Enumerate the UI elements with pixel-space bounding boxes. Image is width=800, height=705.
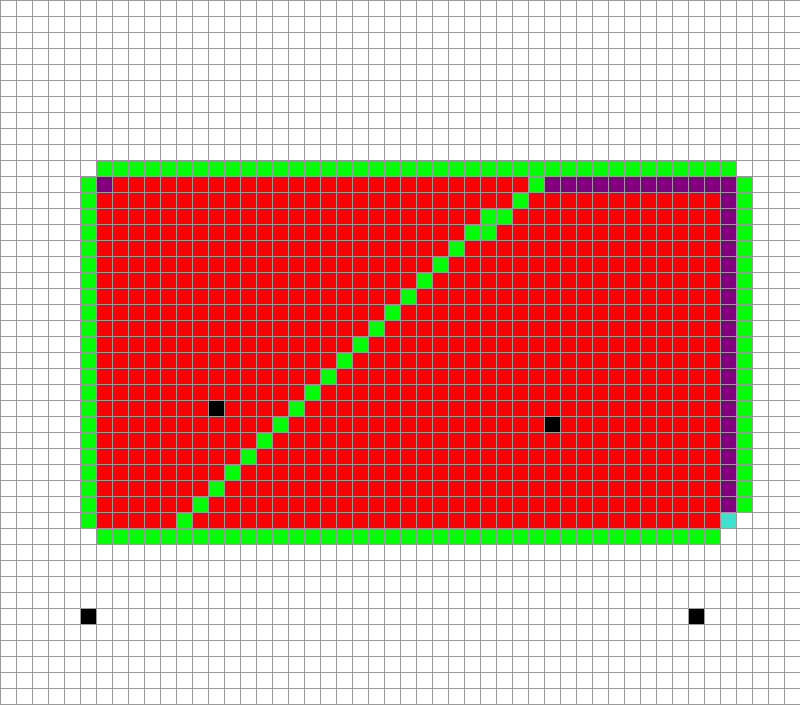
diagonal-cell[interactable] bbox=[240, 448, 256, 464]
diagonal-cell[interactable] bbox=[320, 368, 336, 384]
diagonal-cell[interactable] bbox=[272, 416, 288, 432]
diagonal-cell[interactable] bbox=[400, 288, 416, 304]
black-marker-cell[interactable] bbox=[80, 608, 96, 624]
diagonal-cell[interactable] bbox=[496, 208, 512, 224]
cyan-cell[interactable] bbox=[720, 512, 736, 528]
green-border-right bbox=[736, 176, 752, 512]
diagonal-cell[interactable] bbox=[224, 464, 240, 480]
diagonal-cell[interactable] bbox=[192, 496, 208, 512]
diagonal-cell[interactable] bbox=[256, 432, 272, 448]
diagonal-cell[interactable] bbox=[352, 336, 368, 352]
diagonal-cell[interactable] bbox=[512, 192, 528, 208]
diagonal-cell[interactable] bbox=[480, 224, 496, 240]
diagonal-cell[interactable] bbox=[464, 224, 480, 240]
diagonal-cell[interactable] bbox=[368, 320, 384, 336]
purple-corner-cell[interactable] bbox=[96, 176, 112, 192]
diagonal-cell[interactable] bbox=[528, 176, 544, 192]
diagonal-cell[interactable] bbox=[336, 352, 352, 368]
green-border-bottom bbox=[96, 528, 720, 544]
diagonal-cell[interactable] bbox=[288, 400, 304, 416]
diagonal-cell[interactable] bbox=[176, 512, 192, 528]
diagonal-cell[interactable] bbox=[304, 384, 320, 400]
black-marker-cell[interactable] bbox=[208, 400, 224, 416]
diagonal-cell[interactable] bbox=[384, 304, 400, 320]
diagonal-cell[interactable] bbox=[448, 240, 464, 256]
black-marker-cell[interactable] bbox=[544, 416, 560, 432]
black-marker-cell[interactable] bbox=[688, 608, 704, 624]
diagonal-cell[interactable] bbox=[416, 272, 432, 288]
diagonal-cell[interactable] bbox=[208, 480, 224, 496]
diagonal-cell[interactable] bbox=[480, 208, 496, 224]
diagonal-cell[interactable] bbox=[432, 256, 448, 272]
